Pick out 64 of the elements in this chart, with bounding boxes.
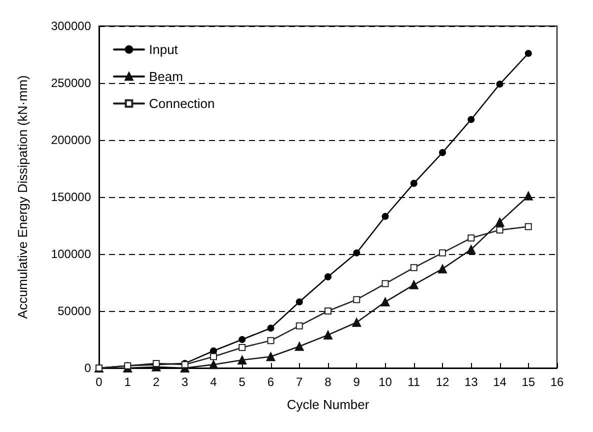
point bbox=[438, 264, 447, 274]
point bbox=[267, 337, 274, 344]
point bbox=[468, 116, 475, 123]
point bbox=[410, 264, 418, 272]
point bbox=[468, 234, 475, 242]
x-tick-label: 5 bbox=[238, 375, 246, 389]
point bbox=[238, 344, 246, 351]
point bbox=[496, 226, 504, 234]
x-tick-label: 4 bbox=[210, 375, 218, 389]
x-tick-label: 8 bbox=[324, 375, 332, 389]
y-tick-label: 250000 bbox=[50, 76, 92, 90]
x-tick-label: 12 bbox=[436, 375, 450, 389]
x-tick-label: 10 bbox=[378, 375, 392, 389]
x-tick-label: 11 bbox=[408, 375, 420, 389]
x-tick-label: 2 bbox=[152, 375, 160, 389]
point bbox=[294, 342, 304, 351]
point bbox=[380, 297, 390, 306]
x-tick-label: 9 bbox=[353, 375, 360, 389]
point bbox=[353, 249, 360, 256]
x-tick-label: 16 bbox=[550, 375, 564, 389]
x-tick-label: 0 bbox=[96, 375, 103, 389]
legend-label: Input bbox=[149, 42, 178, 57]
point bbox=[382, 212, 389, 220]
point bbox=[524, 191, 533, 200]
y-tick-label: 200000 bbox=[50, 133, 92, 147]
x-tick-label: 6 bbox=[267, 375, 274, 389]
point bbox=[496, 80, 504, 88]
point bbox=[238, 356, 247, 365]
point bbox=[439, 149, 446, 156]
point bbox=[324, 273, 332, 280]
y-tick-label: 100000 bbox=[50, 247, 92, 261]
point bbox=[409, 280, 418, 290]
point bbox=[382, 280, 389, 288]
point bbox=[524, 50, 532, 57]
x-axis-title: Cycle Number bbox=[286, 397, 370, 412]
point bbox=[210, 353, 217, 360]
point bbox=[524, 223, 532, 230]
point bbox=[296, 322, 303, 330]
legend-label: Beam bbox=[149, 69, 183, 84]
point bbox=[238, 336, 246, 343]
point bbox=[324, 308, 332, 314]
point bbox=[266, 352, 276, 362]
x-tick-label: 3 bbox=[182, 375, 189, 389]
point bbox=[439, 249, 446, 256]
point bbox=[209, 360, 218, 370]
x-tick-label: 15 bbox=[522, 375, 536, 389]
point bbox=[296, 298, 303, 306]
point bbox=[324, 330, 332, 340]
point bbox=[352, 318, 362, 327]
point bbox=[353, 296, 360, 304]
y-axis-title: Accumulative Energy Dissipation (kN·mm) bbox=[15, 75, 30, 319]
y-tick-label: 300000 bbox=[50, 19, 92, 33]
y-tick-label: 0 bbox=[84, 361, 92, 375]
x-tick-label: 13 bbox=[464, 375, 478, 389]
x-tick-label: 14 bbox=[493, 375, 507, 389]
point bbox=[495, 218, 504, 227]
point bbox=[410, 180, 418, 187]
y-tick-label: 150000 bbox=[50, 190, 92, 204]
x-tick-label: 1 bbox=[124, 375, 132, 389]
y-tick-label: 50000 bbox=[58, 304, 92, 318]
x-tick-label: 7 bbox=[296, 375, 304, 389]
legend-label: Connection bbox=[149, 96, 215, 111]
point bbox=[466, 244, 476, 254]
point bbox=[267, 324, 274, 332]
